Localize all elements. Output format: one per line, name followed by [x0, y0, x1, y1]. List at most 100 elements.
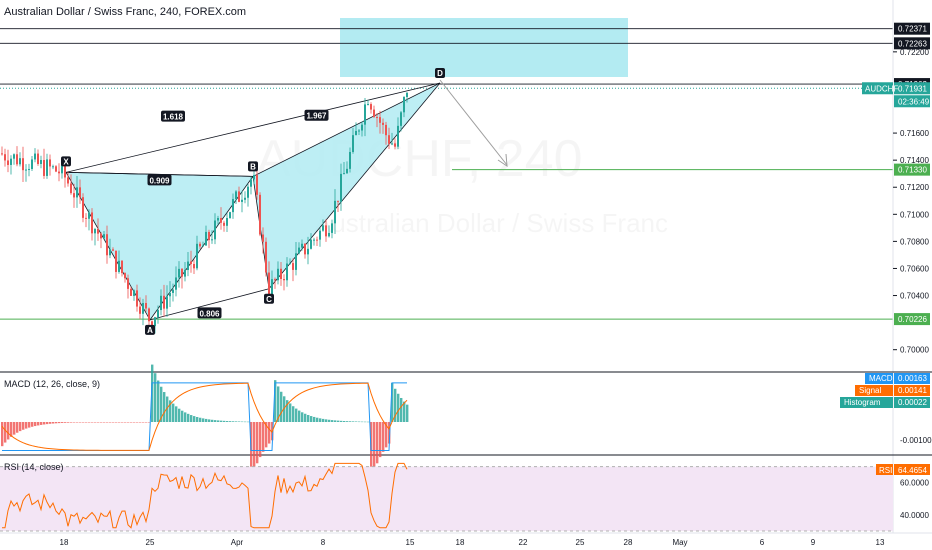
candle-body: [22, 158, 24, 171]
candle-body: [124, 273, 126, 279]
histogram-bar: [220, 420, 223, 422]
rsi-pane: [2, 462, 408, 529]
target-tag: 0.71330: [898, 166, 927, 175]
histogram-bar: [355, 421, 358, 422]
current-price-tag: 0.71931: [898, 84, 927, 93]
candle-body: [154, 317, 156, 327]
histogram-bar: [289, 403, 292, 422]
histogram-bar: [406, 404, 409, 422]
price-tick-label: 0.70400: [900, 292, 929, 301]
time-axis[interactable]: 18 25 Apr 8 15 18 22 25 28 May 6 9 13: [60, 538, 885, 547]
candle-body: [55, 166, 57, 172]
histogram-bar: [163, 392, 166, 422]
ratio-label: 0.909: [149, 176, 170, 185]
candle-body: [76, 187, 78, 198]
candle-body: [136, 290, 138, 307]
candle-body: [229, 212, 231, 219]
candle-body: [19, 158, 21, 165]
candle-body: [31, 159, 33, 169]
ratio-label-box: [197, 307, 222, 319]
candle-body: [253, 175, 255, 180]
histogram-bar: [361, 421, 364, 423]
histogram-bar: [343, 421, 346, 422]
candle-body: [199, 243, 201, 247]
histogram-bar: [103, 422, 106, 423]
pattern-point-d: D: [437, 69, 443, 78]
candle-body: [100, 233, 102, 239]
candle-body: [370, 104, 372, 110]
target-tag-box: [894, 163, 930, 176]
pattern-point-b: B: [250, 162, 256, 171]
histogram-bar: [166, 396, 169, 422]
histogram-bar: [397, 393, 400, 422]
candle-body: [97, 228, 99, 234]
histogram-bar: [265, 422, 268, 448]
candle-body: [46, 159, 48, 176]
candle-body: [292, 263, 294, 270]
candle-body: [103, 234, 105, 239]
candle-body: [172, 289, 174, 293]
histogram-bar: [1, 422, 4, 447]
histogram-bar: [214, 420, 217, 422]
candle-body: [337, 200, 339, 202]
rsi-band: [0, 466, 893, 531]
candle-body: [4, 154, 6, 161]
time-tick-label: Apr: [231, 538, 244, 547]
candle-body: [385, 124, 387, 136]
histogram-bar: [310, 416, 313, 422]
candle-body: [289, 263, 291, 265]
histogram-bar: [34, 422, 37, 427]
candle-body: [391, 143, 393, 145]
histogram-bar: [100, 422, 103, 423]
time-tick-label: 25: [146, 538, 155, 547]
candle-body: [91, 212, 93, 234]
candle-body: [268, 272, 270, 297]
candle-body: [394, 143, 396, 147]
rsi-title: RSI (14, close): [4, 462, 64, 472]
candle-body: [133, 290, 135, 296]
histogram-bar: [280, 391, 283, 422]
histogram-bar: [106, 422, 109, 423]
histogram-bar: [52, 422, 55, 424]
candle-body: [202, 245, 204, 247]
candle-body: [232, 199, 234, 213]
histogram-bar: [298, 410, 301, 422]
histogram-bar: [7, 422, 10, 440]
ratio-label-box: [304, 109, 329, 121]
histogram-bar: [10, 422, 13, 437]
candle-body: [61, 162, 63, 174]
time-tick-label: 6: [760, 538, 765, 547]
candle-body: [319, 230, 321, 240]
histogram-bar: [346, 421, 349, 422]
macd-tag-name-box: [840, 397, 893, 408]
histogram-bar: [244, 421, 247, 423]
histogram-bar: [124, 422, 127, 423]
macd-tag-value: 0.00163: [898, 374, 927, 383]
histogram-bar: [226, 421, 229, 422]
histogram-bar: [76, 422, 79, 423]
projection-arrow[interactable]: [439, 79, 508, 167]
price-axis[interactable]: 0.72200 0.71600 0.71400 0.71200 0.71000 0.708…: [893, 48, 929, 355]
time-tick-label: 18: [60, 538, 69, 547]
level-2-tag: 0.72263: [898, 39, 927, 48]
macd-pane: [1, 364, 409, 480]
candle-body: [28, 168, 30, 170]
target-zone-box[interactable]: [340, 18, 628, 77]
histogram-bar: [181, 410, 184, 422]
histogram-bar: [127, 422, 130, 423]
histogram-bar: [376, 422, 379, 464]
histogram-bar: [79, 422, 82, 423]
horizontal-levels[interactable]: [0, 28, 893, 320]
candle-body: [283, 279, 285, 281]
histogram-bar: [28, 422, 31, 428]
histogram-bar: [286, 400, 289, 422]
rsi-tick-label: 60.0000: [900, 479, 929, 488]
candle-body: [310, 239, 312, 249]
histogram-bar: [268, 422, 271, 444]
pattern-labels: X A B C D 0.909 0.806 1.618 1.967: [61, 67, 445, 335]
candle-body: [271, 279, 273, 297]
candle-body: [295, 253, 297, 270]
price-tags: 0.723710.722630.719620.71931AUDCHF02:36:…: [862, 22, 930, 326]
histogram-bar: [238, 421, 241, 422]
